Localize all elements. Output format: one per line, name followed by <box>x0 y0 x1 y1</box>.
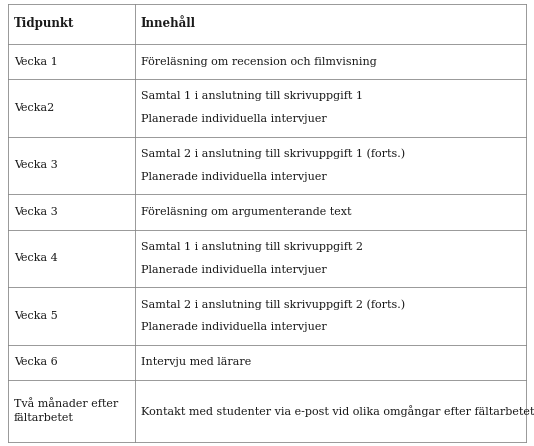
Text: Innehåll: Innehåll <box>141 17 196 30</box>
Text: Vecka 5: Vecka 5 <box>14 311 58 321</box>
Text: Intervju med lärare: Intervju med lärare <box>141 357 251 368</box>
Text: Föreläsning om recension och filmvisning: Föreläsning om recension och filmvisning <box>141 57 376 66</box>
Text: Tidpunkt: Tidpunkt <box>14 17 74 30</box>
Text: Vecka 6: Vecka 6 <box>14 357 58 368</box>
Text: Vecka 1: Vecka 1 <box>14 57 58 66</box>
Text: Samtal 2 i anslutning till skrivuppgift 2 (forts.): Samtal 2 i anslutning till skrivuppgift … <box>141 299 405 310</box>
Text: Samtal 1 i anslutning till skrivuppgift 2: Samtal 1 i anslutning till skrivuppgift … <box>141 242 363 252</box>
Text: Två månader efter
fältarbetet: Två månader efter fältarbetet <box>14 399 118 423</box>
Text: Planerade individuella intervjuer: Planerade individuella intervjuer <box>141 172 327 182</box>
Text: Vecka 4: Vecka 4 <box>14 253 58 264</box>
Text: Planerade individuella intervjuer: Planerade individuella intervjuer <box>141 115 327 124</box>
Text: Planerade individuella intervjuer: Planerade individuella intervjuer <box>141 322 327 332</box>
Text: Vecka 3: Vecka 3 <box>14 161 58 170</box>
Text: Vecka2: Vecka2 <box>14 103 54 113</box>
Text: Planerade individuella intervjuer: Planerade individuella intervjuer <box>141 265 327 275</box>
Text: Samtal 1 i anslutning till skrivuppgift 1: Samtal 1 i anslutning till skrivuppgift … <box>141 91 363 102</box>
Text: Kontakt med studenter via e-post vid olika omgångar efter fältarbetet: Kontakt med studenter via e-post vid oli… <box>141 405 534 417</box>
Text: Vecka 3: Vecka 3 <box>14 207 58 217</box>
Text: Föreläsning om argumenterande text: Föreläsning om argumenterande text <box>141 207 351 217</box>
Text: Samtal 2 i anslutning till skrivuppgift 1 (forts.): Samtal 2 i anslutning till skrivuppgift … <box>141 149 405 159</box>
